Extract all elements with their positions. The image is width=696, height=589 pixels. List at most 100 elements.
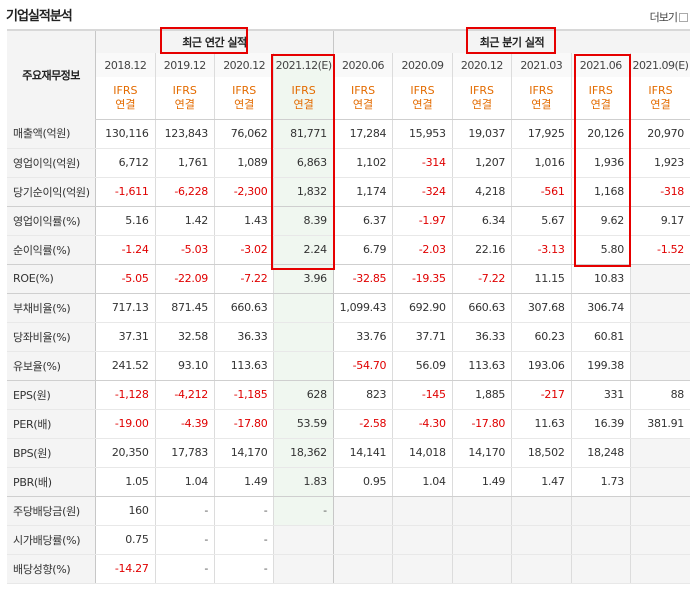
table-row: BPS(원) 20,350 17,783 14,170 18,362 14,141 14,0… (7, 438, 690, 468)
value-cell: -1,128 (95, 380, 156, 410)
basis-ifrs-label: IFRS (529, 83, 554, 97)
section-title: 기업실적분석 (6, 9, 73, 24)
value-cell: -19.00 (95, 409, 156, 439)
value-cell (332, 525, 393, 555)
value-cell: 10.83 (570, 264, 631, 294)
value-cell: 14,170 (451, 438, 512, 468)
value-cell: 19,037 (451, 119, 512, 149)
value-cell: -4.39 (154, 409, 215, 439)
value-cell: -4.30 (392, 409, 453, 439)
value-cell: 1.05 (95, 467, 156, 497)
more-link-label: 더보기 (649, 11, 678, 24)
basis-consolidated-label: 연결 (471, 97, 493, 111)
value-cell: 53.59 (273, 409, 334, 439)
value-cell: -3.02 (213, 235, 274, 265)
basis-ifrs-label: IFRS (469, 83, 494, 97)
row-label: PER(배) (7, 409, 96, 439)
value-cell: 307.68 (511, 293, 572, 323)
basis-cell: IFRS 연결 (451, 77, 512, 120)
value-cell (629, 554, 690, 584)
value-cell: - (213, 554, 274, 584)
value-cell: 1,168 (570, 177, 631, 207)
basis-cell: IFRS 연결 (392, 77, 453, 120)
value-cell: -2.58 (332, 409, 393, 439)
table-row: 당기순이익(억원) -1,611 -6,228 -2,300 1,832 1,174 -32… (7, 177, 690, 207)
quarter-group-header: 최근 분기 실적 (332, 30, 690, 53)
value-cell: 0.75 (95, 525, 156, 555)
period-header: 2020.12 (213, 53, 274, 77)
period-header: 2018.12 (95, 53, 156, 77)
value-cell (629, 351, 690, 381)
value-cell: 717.13 (95, 293, 156, 323)
value-cell: -324 (392, 177, 453, 207)
more-link[interactable]: 더보기 (650, 9, 688, 25)
value-cell: 5.80 (570, 235, 631, 265)
value-cell: 20,126 (570, 119, 631, 149)
value-cell: 11.63 (511, 409, 572, 439)
value-cell: 36.33 (451, 322, 512, 352)
table-row: PER(배) -19.00 -4.39 -17.80 53.59 -2.58 -4.30 -1… (7, 409, 690, 439)
period-header: 2019.12 (154, 53, 215, 77)
value-cell (392, 554, 453, 584)
basis-ifrs-label: IFRS (172, 83, 197, 97)
row-label: 배당성향(%) (7, 554, 96, 584)
value-cell: 0.95 (332, 467, 393, 497)
row-label: 부채비율(%) (7, 293, 96, 323)
value-cell: 1.43 (213, 206, 274, 236)
period-header: 2020.06 (332, 53, 393, 77)
label-column-header: 주요재무정보 (7, 30, 96, 119)
value-cell: 37.31 (95, 322, 156, 352)
value-cell: -314 (392, 148, 453, 178)
value-cell (451, 554, 512, 584)
value-cell: 60.81 (570, 322, 631, 352)
basis-cell: IFRS 연결 (570, 77, 631, 120)
basis-cell: IFRS 연결 (511, 77, 572, 120)
value-cell: 1,923 (629, 148, 690, 178)
value-cell: 93.10 (154, 351, 215, 381)
more-icon (679, 12, 688, 22)
basis-cell: IFRS 연결 (154, 77, 215, 120)
period-header: 2020.12 (451, 53, 512, 77)
value-cell: -1.24 (95, 235, 156, 265)
value-cell (392, 496, 453, 526)
table-row: 유보율(%) 241.52 93.10 113.63 -54.70 56.09 113.63… (7, 351, 690, 381)
basis-consolidated-label: 연결 (115, 97, 136, 111)
value-cell: 331 (570, 380, 631, 410)
table-row: 시가배당률(%) 0.75- - (7, 525, 690, 555)
value-cell: 22.16 (451, 235, 512, 265)
table-row: PBR(배) 1.05 1.04 1.49 1.83 0.95 1.04 1.49 1.47 1.… (7, 467, 690, 497)
value-cell (629, 438, 690, 468)
value-cell: 36.33 (213, 322, 274, 352)
row-label: PBR(배) (7, 467, 96, 497)
value-cell: -3.13 (511, 235, 572, 265)
value-cell: 160 (95, 496, 156, 526)
value-cell: 56.09 (392, 351, 453, 381)
value-cell: 16.39 (570, 409, 631, 439)
value-cell: 33.76 (332, 322, 393, 352)
value-cell: - (273, 496, 334, 526)
value-cell (629, 496, 690, 526)
value-cell: 9.17 (629, 206, 690, 236)
value-cell: 628 (273, 380, 334, 410)
basis-consolidated-label: 연결 (234, 97, 255, 111)
value-cell: 199.38 (570, 351, 631, 381)
value-cell (629, 264, 690, 294)
value-cell: 1,936 (570, 148, 631, 178)
value-cell: 20,350 (95, 438, 156, 468)
basis-cell: IFRS 연결 (273, 77, 334, 120)
value-cell: -1.52 (629, 235, 690, 265)
row-label: 시가배당률(%) (7, 525, 96, 555)
row-label: 당기순이익(억원) (7, 177, 96, 207)
value-cell (273, 351, 334, 381)
annual-group-header: 최근 연간 실적 (95, 30, 334, 53)
value-cell: -1,185 (213, 380, 274, 410)
table-row: 주당배당금(원) 160- - - (7, 496, 690, 526)
period-header: 2020.09 (392, 53, 453, 77)
value-cell: 3.96 (273, 264, 334, 294)
value-cell: 692.90 (392, 293, 453, 323)
value-cell: 6.37 (332, 206, 393, 236)
row-label: 유보율(%) (7, 351, 96, 381)
value-cell: 14,141 (332, 438, 393, 468)
value-cell: 1,885 (451, 380, 512, 410)
value-cell: 1.42 (154, 206, 215, 236)
